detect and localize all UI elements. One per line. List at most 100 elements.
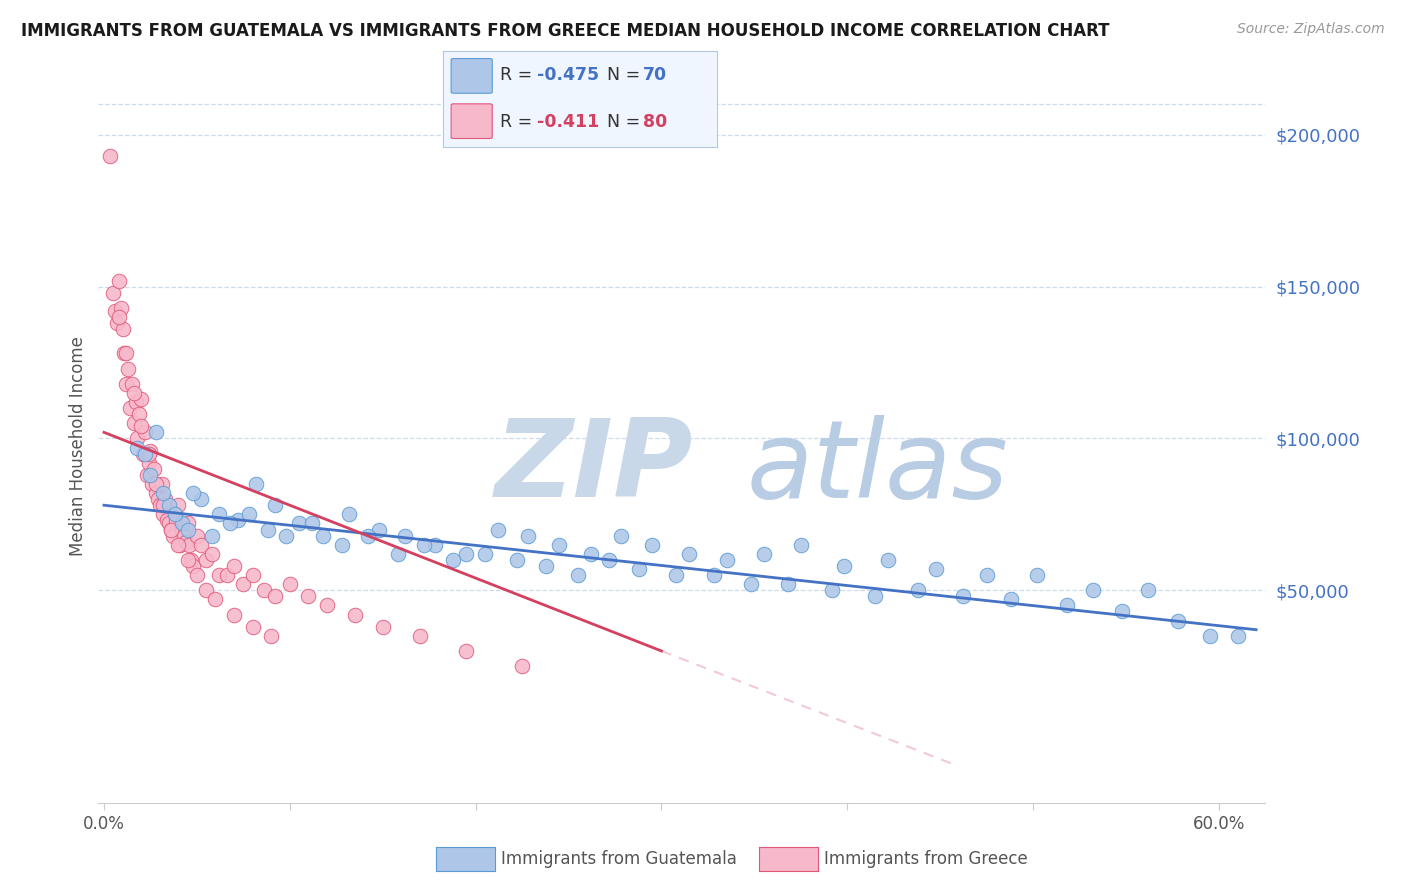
Point <box>740 577 762 591</box>
Point <box>776 577 799 591</box>
Point <box>132 447 155 461</box>
Point <box>505 553 527 567</box>
Point <box>128 407 150 421</box>
Text: R =: R = <box>501 112 538 130</box>
Point <box>288 516 311 531</box>
Point <box>752 547 775 561</box>
Point <box>1226 629 1249 643</box>
Point <box>253 583 276 598</box>
Point <box>146 492 169 507</box>
Point <box>124 395 146 409</box>
Point <box>1081 583 1104 598</box>
Point <box>186 528 208 542</box>
Point <box>190 538 212 552</box>
Y-axis label: Median Household Income: Median Household Income <box>69 336 87 556</box>
Point <box>863 590 886 604</box>
Point <box>371 620 394 634</box>
Point <box>678 547 700 561</box>
Point <box>118 401 141 415</box>
Point <box>143 462 166 476</box>
Point <box>409 629 432 643</box>
Point <box>256 523 278 537</box>
Text: atlas: atlas <box>747 415 1008 520</box>
Point <box>98 149 121 163</box>
Point <box>152 508 174 522</box>
Point <box>702 568 724 582</box>
Point <box>108 310 131 324</box>
Text: N =: N = <box>607 66 647 85</box>
Point <box>201 547 224 561</box>
Point <box>609 528 631 542</box>
Point <box>129 392 152 406</box>
Point <box>598 553 620 567</box>
Text: N =: N = <box>607 112 647 130</box>
Point <box>170 516 193 531</box>
Text: R =: R = <box>501 66 538 85</box>
Point <box>160 523 183 537</box>
Point <box>204 592 226 607</box>
Point <box>952 590 974 604</box>
Point <box>152 486 174 500</box>
Point <box>180 553 202 567</box>
Point <box>121 376 143 391</box>
Point <box>138 447 160 461</box>
Point <box>150 477 173 491</box>
Point <box>176 523 198 537</box>
Point <box>156 513 179 527</box>
Point <box>117 361 139 376</box>
Point <box>877 553 900 567</box>
Point <box>368 523 391 537</box>
Point <box>456 644 478 658</box>
Point <box>174 534 197 549</box>
Point <box>157 498 180 512</box>
Point <box>1111 605 1133 619</box>
Point <box>141 477 163 491</box>
Point <box>1167 614 1189 628</box>
Point <box>790 538 813 552</box>
Point <box>567 568 589 582</box>
Point <box>1198 629 1220 643</box>
Point <box>149 498 172 512</box>
Point <box>264 590 287 604</box>
Point <box>219 516 242 531</box>
Point <box>115 376 138 391</box>
Text: IMMIGRANTS FROM GUATEMALA VS IMMIGRANTS FROM GREECE MEDIAN HOUSEHOLD INCOME CORR: IMMIGRANTS FROM GUATEMALA VS IMMIGRANTS … <box>21 22 1109 40</box>
Point <box>665 568 688 582</box>
Point <box>105 316 128 330</box>
Point <box>925 562 948 576</box>
Point <box>343 607 366 622</box>
Point <box>152 498 174 512</box>
Point <box>157 516 180 531</box>
Point <box>176 516 198 531</box>
Point <box>264 498 287 512</box>
Text: Immigrants from Greece: Immigrants from Greece <box>824 850 1028 868</box>
Text: Source: ZipAtlas.com: Source: ZipAtlas.com <box>1237 22 1385 37</box>
Point <box>127 431 149 445</box>
Point <box>160 523 183 537</box>
Text: -0.475: -0.475 <box>537 66 599 85</box>
Point <box>330 538 353 552</box>
Point <box>145 425 167 440</box>
Point <box>215 568 238 582</box>
Point <box>208 568 231 582</box>
Point <box>242 568 264 582</box>
Point <box>1056 599 1078 613</box>
Point <box>548 538 571 552</box>
Point <box>122 385 145 400</box>
Point <box>163 508 186 522</box>
Point <box>278 577 301 591</box>
Point <box>238 508 260 522</box>
Point <box>181 558 204 573</box>
Point <box>134 425 156 440</box>
Point <box>138 456 160 470</box>
Point <box>1000 592 1022 607</box>
Point <box>145 486 167 500</box>
Point <box>201 528 224 542</box>
Point <box>274 528 297 542</box>
FancyBboxPatch shape <box>451 59 492 94</box>
Text: Immigrants from Guatemala: Immigrants from Guatemala <box>501 850 737 868</box>
Point <box>423 538 446 552</box>
Point <box>222 558 245 573</box>
Point <box>245 477 267 491</box>
Point <box>394 528 416 542</box>
